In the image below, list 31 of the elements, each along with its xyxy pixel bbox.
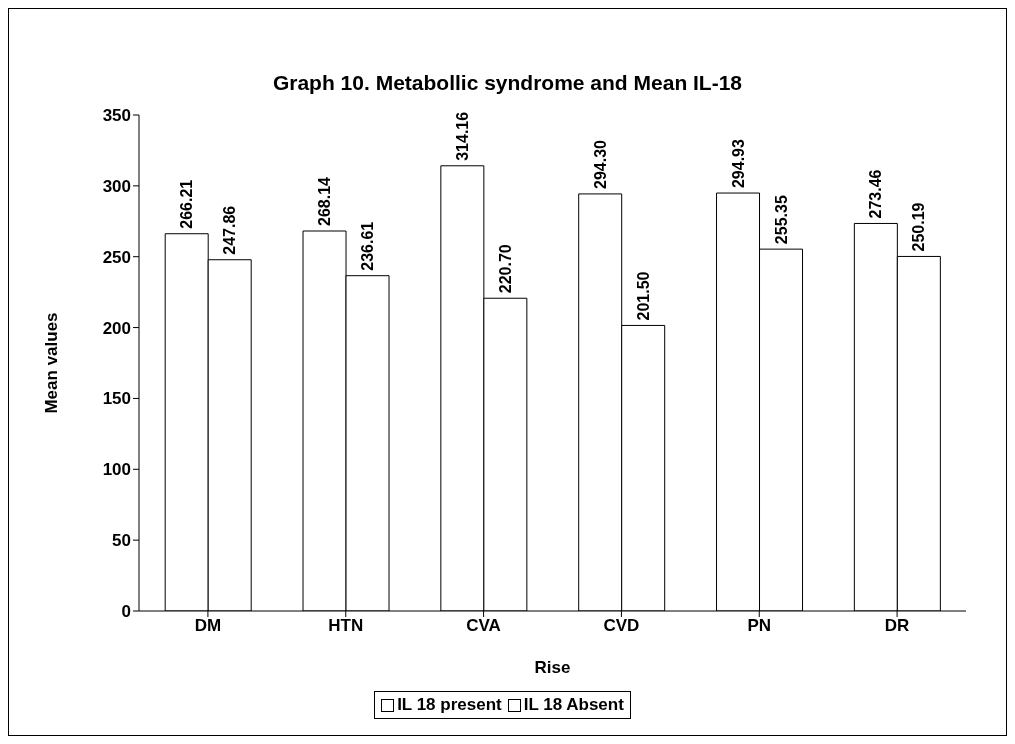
legend-label: IL 18 Absent [522, 695, 624, 715]
x-tick-label: CVA [466, 616, 501, 636]
x-axis-title: Rise [534, 658, 571, 677]
y-tick-label: 100 [102, 460, 131, 480]
y-tick-label: 350 [102, 106, 131, 126]
data-label: 255.35 [772, 195, 790, 245]
x-tick-label: DR [884, 616, 910, 636]
data-label: 294.93 [729, 139, 747, 189]
data-label: 236.61 [359, 221, 377, 271]
data-label: 273.46 [867, 169, 885, 219]
y-tick-label: 0 [121, 602, 131, 622]
y-axis-title: Mean values [42, 312, 62, 414]
data-label: 247.86 [221, 205, 239, 255]
data-label: 266.21 [178, 179, 196, 229]
x-tick-label: DM [194, 616, 222, 636]
chart-title: Graph 10. Metabollic syndrome and Mean IL-18 [271, 71, 744, 95]
data-label: 201.50 [634, 271, 652, 321]
y-tick-label: 300 [102, 176, 131, 196]
x-tick-label: PN [747, 616, 772, 636]
x-tick-label: CVD [603, 616, 640, 636]
legend-label: IL 18 present [396, 695, 502, 715]
data-label: 314.16 [453, 111, 471, 161]
y-tick-label: 50 [112, 531, 131, 551]
data-label: 250.19 [910, 202, 928, 252]
y-tick-label: 150 [102, 389, 131, 409]
y-tick-label: 250 [102, 247, 131, 267]
x-tick-label: HTN [328, 616, 364, 636]
y-tick-label: 200 [102, 318, 131, 338]
data-label: 294.30 [591, 139, 609, 189]
data-label: 268.14 [316, 176, 334, 227]
data-label: 220.70 [496, 244, 514, 294]
